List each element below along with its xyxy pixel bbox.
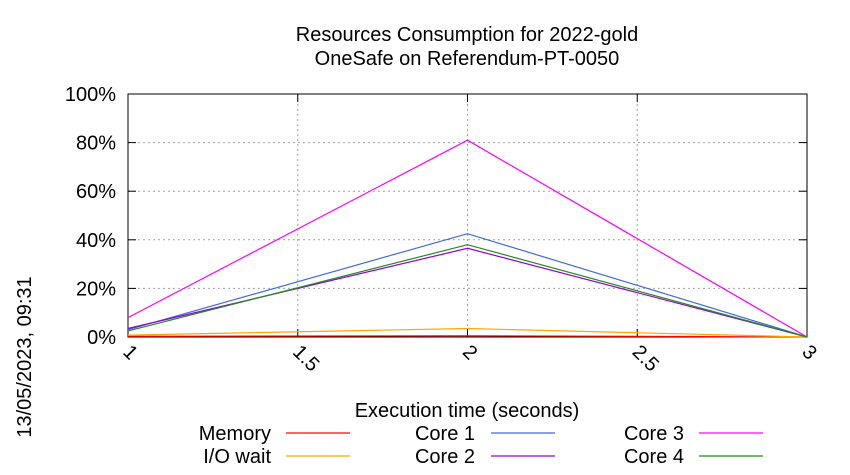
series-line-core-1 — [127, 233, 808, 338]
x-tick-label: 2.5 — [628, 341, 663, 376]
series-line-core-4 — [127, 244, 808, 338]
y-tick-label: 0% — [87, 327, 116, 349]
legend-label-memory: Memory — [199, 423, 271, 445]
grid-lines — [128, 94, 807, 337]
series-line-i-o-wait — [127, 327, 808, 338]
x-tick-label: 1.5 — [288, 341, 323, 376]
x-tick-label: 3 — [797, 341, 820, 364]
x-axis-label: Execution time (seconds) — [355, 400, 580, 422]
legend-label-core-3: Core 3 — [624, 423, 684, 445]
legend-label-i-o-wait: I/O wait — [203, 446, 271, 468]
y-tick-label: 80% — [76, 133, 116, 155]
y-tick-label: 100% — [65, 84, 116, 106]
chart-subtitle: OneSafe on Referendum-PT-0050 — [315, 48, 620, 70]
timestamp-label: 13/05/2023, 09:31 — [14, 276, 36, 437]
x-tick-label: 1 — [118, 341, 141, 364]
y-tick-label: 20% — [76, 278, 116, 300]
series-lines — [127, 139, 808, 338]
y-tick-label: 60% — [76, 181, 116, 203]
chart-title: Resources Consumption for 2022-gold — [296, 24, 638, 46]
series-line-memory — [127, 335, 808, 338]
legend-label-core-1: Core 1 — [415, 423, 475, 445]
y-tick-label: 40% — [76, 230, 116, 252]
x-axis: 1 1.5 2 2.5 3 — [118, 94, 821, 376]
series-line-core-2 — [127, 247, 808, 338]
y-axis: 0% 20% 40% 60% 80% 100% — [65, 84, 807, 349]
legend-label-core-2: Core 2 — [415, 446, 475, 468]
x-tick-label: 2 — [458, 341, 481, 364]
series-line-core-3 — [127, 139, 808, 338]
legend-label-core-4: Core 4 — [624, 446, 684, 468]
